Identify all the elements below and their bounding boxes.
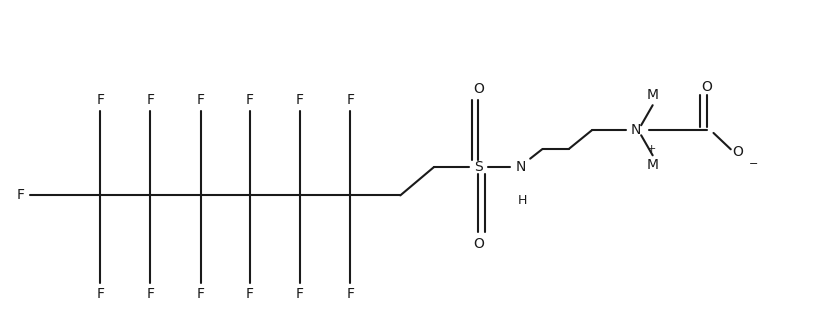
Text: F: F xyxy=(296,93,304,107)
Text: F: F xyxy=(196,287,205,301)
Text: O: O xyxy=(473,237,484,251)
Text: F: F xyxy=(146,287,155,301)
Text: M: M xyxy=(647,158,658,172)
Text: S: S xyxy=(474,160,483,174)
Text: N: N xyxy=(515,160,525,174)
Text: F: F xyxy=(16,188,25,202)
Text: F: F xyxy=(146,93,155,107)
Text: O: O xyxy=(732,145,743,159)
Text: N: N xyxy=(631,123,641,137)
Text: F: F xyxy=(346,93,354,107)
Text: F: F xyxy=(246,93,254,107)
Text: O: O xyxy=(701,80,713,94)
Text: F: F xyxy=(96,287,104,301)
Text: F: F xyxy=(296,287,304,301)
Text: M: M xyxy=(647,88,658,102)
Text: F: F xyxy=(196,93,205,107)
Text: H: H xyxy=(518,194,528,207)
Text: +: + xyxy=(646,144,656,154)
Text: F: F xyxy=(246,287,254,301)
Text: F: F xyxy=(96,93,104,107)
Text: −: − xyxy=(749,159,759,169)
Text: F: F xyxy=(346,287,354,301)
Text: O: O xyxy=(473,81,484,96)
